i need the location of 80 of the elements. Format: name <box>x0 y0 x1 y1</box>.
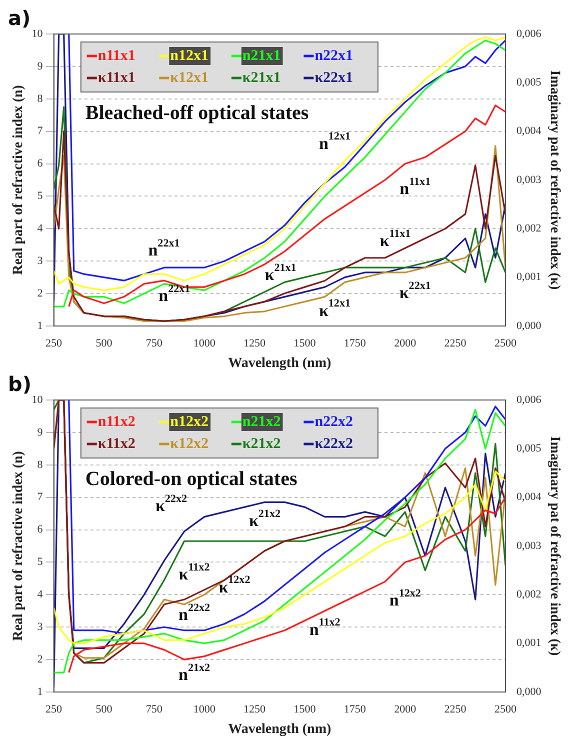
x-tick-label: 1500 <box>294 703 316 716</box>
legend-label: κ21x1 <box>242 70 281 86</box>
y2-tick-label: 0,004 <box>516 491 542 504</box>
x-tick-label: 250 <box>46 703 63 716</box>
y2-tick-label: 0,000 <box>516 686 542 698</box>
legend-label: n21x1 <box>242 48 281 64</box>
x-tick-label: 1250 <box>244 703 266 716</box>
y-tick-label: 8 <box>37 92 44 105</box>
y-tick-label: 9 <box>37 60 44 72</box>
y-tick-label: 7 <box>37 491 44 504</box>
x-tick-label: 1000 <box>193 703 216 716</box>
y2-tick-label: 0,005 <box>516 442 542 455</box>
y2-axis-title: Imaginary pat of refractive index (κ) <box>546 436 562 656</box>
x-tick-label: 2250 <box>444 337 467 350</box>
y-axis-title: Real part of refractive index (n) <box>11 450 26 641</box>
x-axis-title: Wavelength (nm) <box>228 722 332 738</box>
y2-tick-label: 0,002 <box>516 588 542 601</box>
y-tick-label: 5 <box>37 190 44 202</box>
x-tick-label: 2000 <box>394 703 417 716</box>
legend-label: n12x1 <box>170 48 209 64</box>
y-tick-label: 10 <box>32 28 44 40</box>
legend-label: κ22x2 <box>314 436 354 452</box>
x-tick-label: 2000 <box>394 337 417 350</box>
x-tick-label: 1750 <box>344 337 366 350</box>
legend-label: κ21x2 <box>242 436 281 452</box>
x-tick-label: 750 <box>146 337 163 350</box>
legend-label: n22x2 <box>314 414 354 430</box>
legend-label: κ22x1 <box>314 70 354 86</box>
legend-label: κ12x2 <box>170 436 208 452</box>
x-tick-label: 250 <box>46 337 63 350</box>
legend-label: n12x2 <box>170 414 209 430</box>
chart-title: b) <box>8 372 32 396</box>
y2-tick-label: 0,005 <box>516 76 542 89</box>
y-tick-label: 1 <box>37 320 43 332</box>
chart-title: a) <box>8 6 31 30</box>
y-tick-label: 2 <box>37 653 43 666</box>
legend-label: n21x2 <box>242 414 281 430</box>
y-tick-label: 3 <box>37 255 44 267</box>
y-tick-label: 4 <box>37 588 44 601</box>
y-tick-label: 6 <box>37 158 44 170</box>
y2-tick-label: 0,000 <box>516 320 542 332</box>
y2-axis-title: Imaginary pat of refractive index (κ) <box>546 70 562 290</box>
y-tick-label: 1 <box>37 686 43 698</box>
y2-tick-label: 0,001 <box>516 271 542 284</box>
y2-tick-label: 0,002 <box>516 222 542 235</box>
y2-tick-label: 0,004 <box>516 125 542 138</box>
x-tick-label: 2500 <box>494 337 517 350</box>
y-tick-label: 4 <box>37 222 44 235</box>
legend-label: n22x1 <box>314 48 354 64</box>
annotation: Bleached-off optical states <box>85 102 309 124</box>
y-tick-label: 9 <box>37 426 44 438</box>
annotation: Colored-on optical states <box>85 468 298 490</box>
legend-label: κ12x1 <box>170 70 208 86</box>
x-tick-label: 500 <box>96 703 113 716</box>
x-tick-label: 2250 <box>444 703 467 716</box>
legend-label: κ11x2 <box>98 436 136 452</box>
x-tick-label: 1750 <box>344 703 366 716</box>
legend-label: n11x2 <box>98 414 136 430</box>
y-tick-label: 5 <box>37 556 44 568</box>
x-tick-label: 750 <box>146 703 163 716</box>
x-axis-title: Wavelength (nm) <box>228 356 332 372</box>
x-tick-label: 1500 <box>294 337 316 350</box>
legend-label: κ11x1 <box>98 70 136 86</box>
y2-tick-label: 0,006 <box>516 28 542 40</box>
x-tick-label: 1250 <box>244 337 266 350</box>
x-tick-label: 1000 <box>193 337 216 350</box>
y-tick-label: 2 <box>37 287 43 300</box>
y2-tick-label: 0,006 <box>516 394 542 406</box>
x-tick-label: 2500 <box>494 703 517 716</box>
legend-label: n11x1 <box>98 48 136 64</box>
y2-tick-label: 0,003 <box>516 174 542 186</box>
y2-tick-label: 0,001 <box>516 637 542 650</box>
y-tick-label: 3 <box>37 621 44 633</box>
y-axis-title: Real part of refractive index (n) <box>11 84 26 275</box>
y-tick-label: 8 <box>37 458 44 471</box>
y-tick-label: 7 <box>37 125 44 138</box>
y2-tick-label: 0,003 <box>516 540 542 552</box>
y-tick-label: 6 <box>37 524 44 536</box>
x-tick-label: 500 <box>96 337 113 350</box>
y-tick-label: 10 <box>32 394 44 406</box>
